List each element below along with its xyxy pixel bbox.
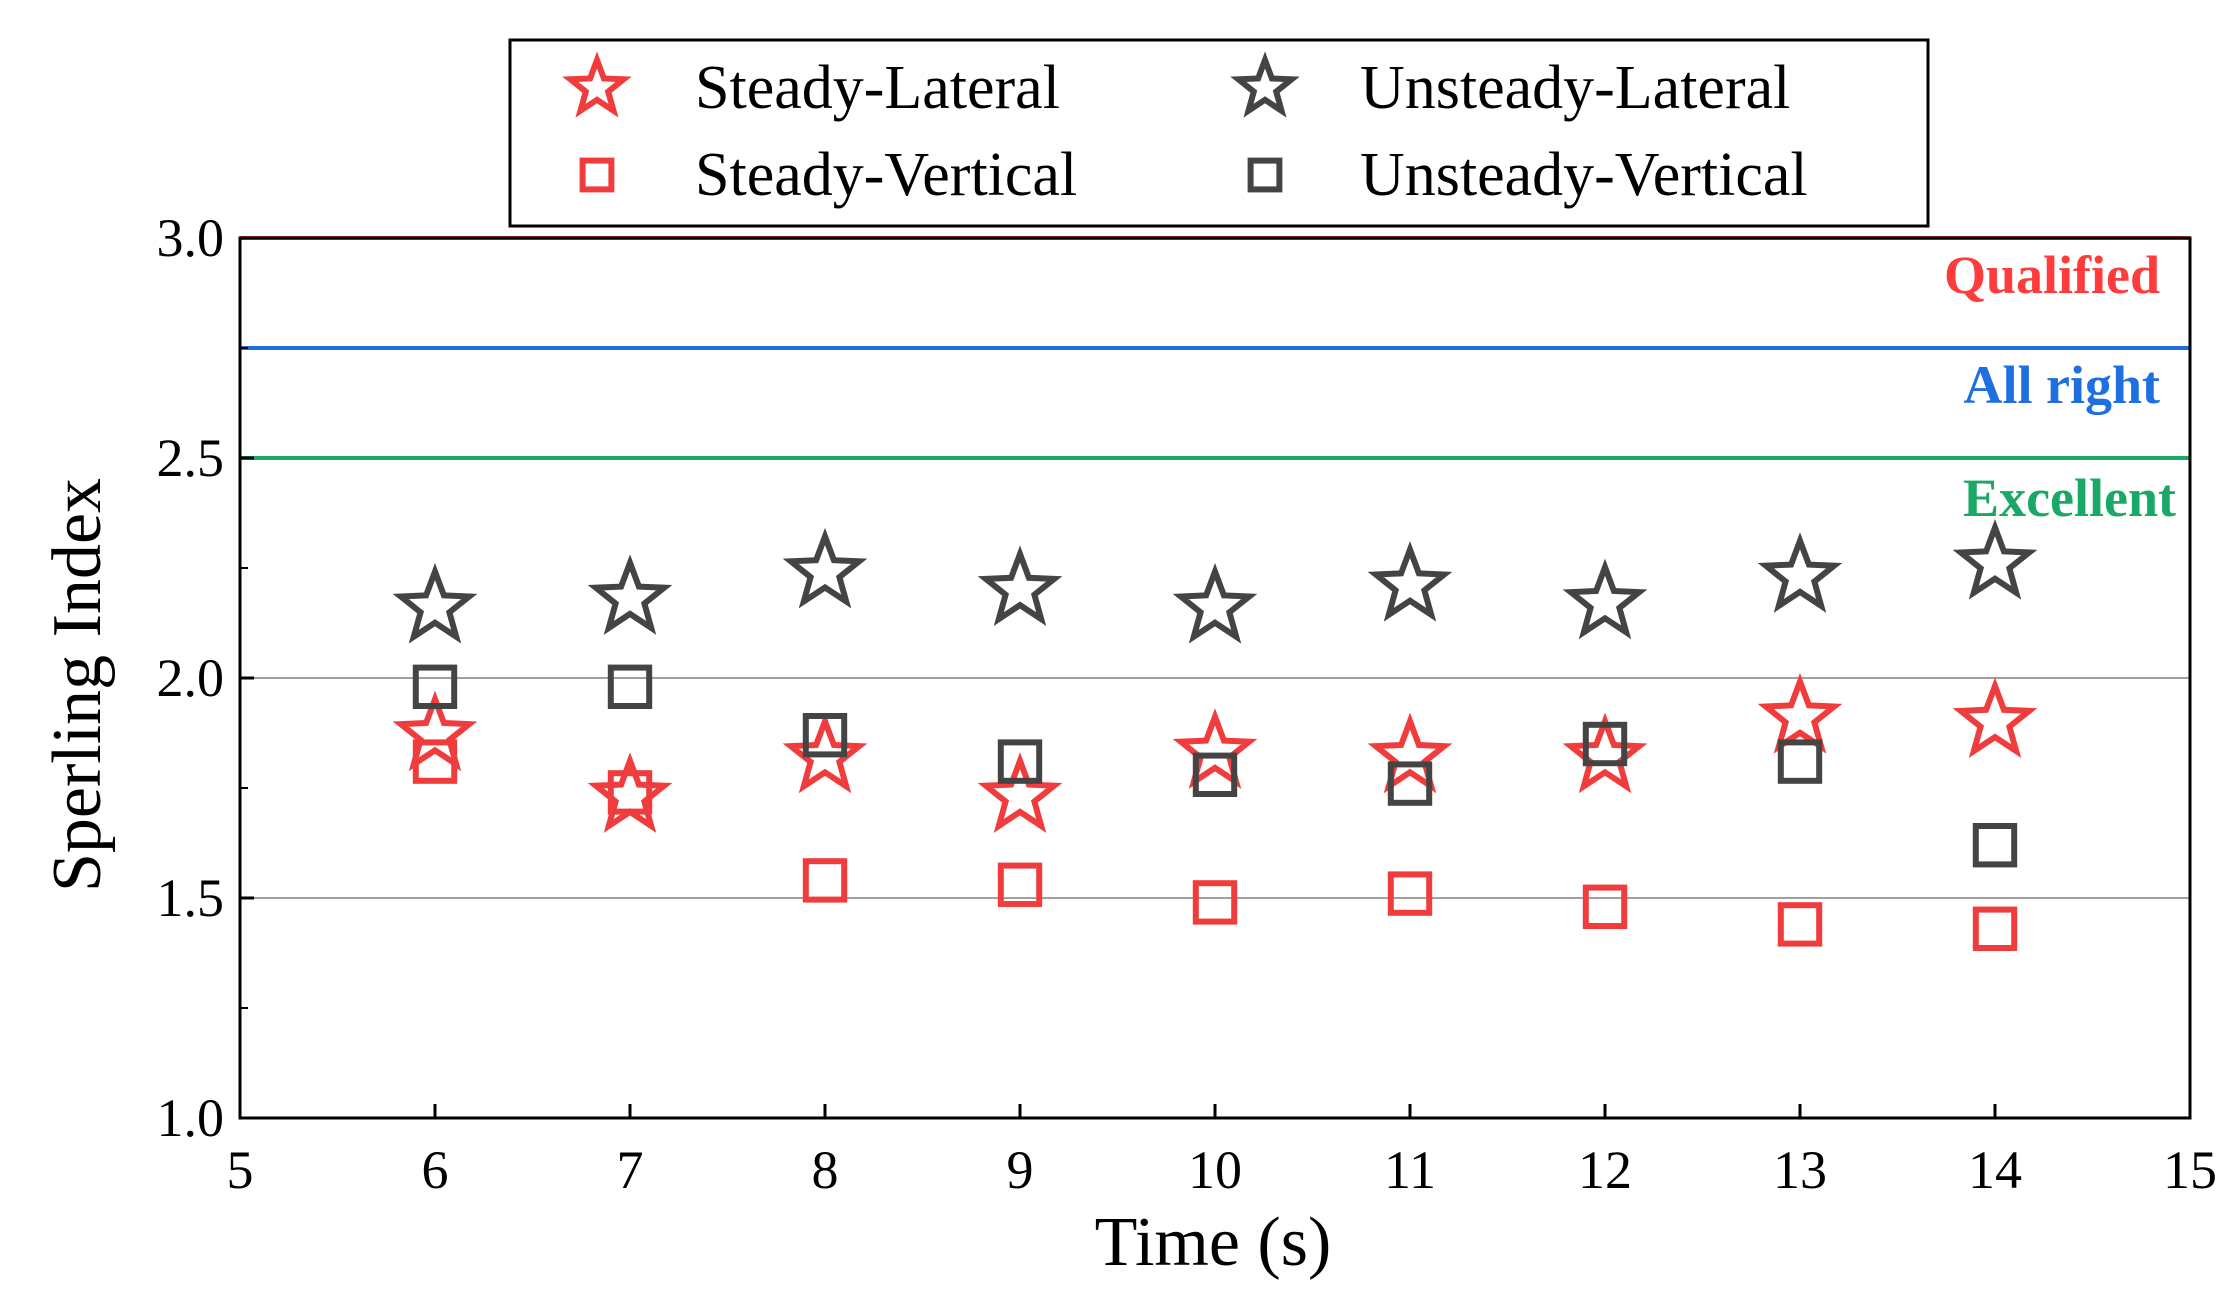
x-tick-label-9: 9 (1007, 1140, 1034, 1200)
y-tick-label-0: 1.0 (157, 1088, 225, 1148)
point-steady-vertical-13 (1777, 902, 1823, 947)
y-tick-label-1: 1.5 (157, 868, 225, 928)
legend-label-steady-vertical: Steady-Vertical (695, 141, 1077, 209)
legend-marker-steady-lateral (562, 51, 632, 118)
y-tick-label-2: 2.0 (157, 648, 225, 708)
tick-layer: 5 6 7 8 9 10 11 12 13 14 15 1.0 1.5 2.0 2.5 3.0 (157, 208, 2218, 1200)
x-tick-label-10: 10 (1188, 1140, 1242, 1200)
x-tick-label-12: 12 (1578, 1140, 1632, 1200)
point-unsteady-vertical-6 (412, 664, 458, 709)
point-unsteady-lateral-6 (392, 563, 478, 644)
point-unsteady-lateral-10 (1172, 563, 1258, 644)
series-unsteady-lateral (392, 519, 2038, 644)
legend-marker-unsteady-lateral (1230, 51, 1300, 118)
legend-label-steady-lateral: Steady-Lateral (695, 54, 1060, 122)
x-tick-label-7: 7 (617, 1140, 644, 1200)
point-steady-vertical-8 (802, 858, 848, 903)
point-unsteady-lateral-8 (782, 527, 868, 609)
point-steady-vertical-12 (1582, 884, 1628, 929)
point-steady-lateral-11 (1367, 712, 1453, 794)
legend-marker-unsteady-vertical (1247, 157, 1283, 193)
series-steady-lateral (392, 673, 2038, 833)
point-unsteady-lateral-7 (587, 554, 673, 635)
point-steady-lateral-14 (1952, 677, 2038, 759)
x-tick-label-11: 11 (1384, 1140, 1436, 1200)
point-unsteady-vertical-13 (1777, 739, 1823, 784)
point-steady-vertical-7 (607, 770, 653, 815)
point-unsteady-vertical-14 (1972, 823, 2018, 868)
y-tick-label-4: 3.0 (157, 208, 225, 268)
point-unsteady-vertical-7 (607, 664, 653, 709)
point-steady-lateral-9 (977, 752, 1063, 833)
series-unsteady-vertical (412, 664, 2018, 868)
legend-marker-steady-vertical (579, 157, 615, 193)
point-steady-lateral-12 (1562, 712, 1648, 794)
point-steady-lateral-8 (782, 712, 868, 794)
x-tick-label-5: 5 (227, 1140, 254, 1200)
point-unsteady-lateral-9 (977, 545, 1063, 627)
point-unsteady-lateral-13 (1757, 532, 1843, 613)
point-unsteady-vertical-10 (1192, 752, 1238, 797)
x-axis-title: Time (s) (1095, 1204, 1332, 1281)
point-steady-vertical-9 (997, 862, 1043, 907)
point-unsteady-lateral-11 (1367, 541, 1453, 622)
point-unsteady-vertical-8 (802, 713, 848, 758)
x-tick-label-15: 15 (2163, 1140, 2217, 1200)
y-tick-label-3: 2.5 (157, 428, 225, 488)
legend-box (508, 38, 1930, 228)
y-axis-title: Sperling Index (39, 478, 116, 892)
point-steady-vertical-14 (1972, 906, 2018, 951)
point-steady-lateral-13 (1757, 673, 1843, 754)
legend-items: Steady-Lateral Unsteady-Lateral Steady-Ver… (562, 51, 1808, 209)
point-unsteady-lateral-12 (1562, 558, 1648, 640)
point-steady-lateral-6 (392, 690, 478, 772)
legend-label-unsteady-lateral: Unsteady-Lateral (1360, 54, 1790, 122)
threshold-label-all-right: All right (1964, 355, 2161, 415)
point-steady-lateral-10 (1172, 708, 1258, 789)
point-unsteady-vertical-9 (997, 739, 1043, 784)
threshold-label-excellent: Excellent (1963, 468, 2176, 528)
point-unsteady-lateral-14 (1952, 519, 2038, 600)
point-steady-vertical-10 (1192, 880, 1238, 925)
legend-label-unsteady-vertical: Unsteady-Vertical (1360, 141, 1808, 209)
threshold-label-qualified: Qualified (1944, 245, 2160, 305)
x-tick-label-8: 8 (812, 1140, 839, 1200)
marker-layer (392, 519, 2038, 951)
point-unsteady-vertical-11 (1387, 761, 1433, 806)
point-unsteady-vertical-12 (1582, 721, 1628, 767)
series-steady-vertical (412, 739, 2018, 951)
grid-layer (240, 677, 2190, 899)
x-tick-label-13: 13 (1773, 1140, 1827, 1200)
point-steady-vertical-11 (1387, 871, 1433, 916)
legend: Steady-Lateral Unsteady-Lateral Steady-Ver… (508, 38, 1930, 228)
x-tick-label-14: 14 (1968, 1140, 2022, 1200)
point-steady-vertical-6 (412, 739, 458, 784)
threshold-layer: Qualified All right Excellent (240, 236, 2190, 528)
x-tick-label-6: 6 (422, 1140, 449, 1200)
